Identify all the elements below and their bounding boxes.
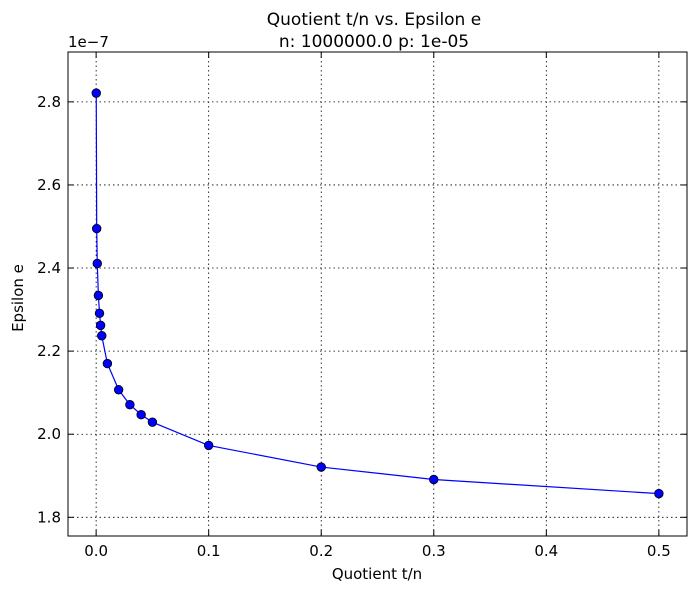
data-point xyxy=(125,400,135,410)
data-point xyxy=(94,308,105,319)
data-point xyxy=(654,488,664,499)
series-line xyxy=(95,93,659,495)
data-point xyxy=(147,417,158,427)
data-point xyxy=(91,88,101,98)
y-tick-label: 2.2 xyxy=(37,342,61,360)
data-point xyxy=(102,358,113,369)
x-tick-label: 0.0 xyxy=(84,542,108,560)
x-tick-label: 0.4 xyxy=(534,542,558,560)
data-point xyxy=(113,385,124,395)
data-point xyxy=(91,223,102,234)
data-point xyxy=(136,409,146,420)
y-tick-label: 2.8 xyxy=(37,93,61,111)
y-tick-label: 1.8 xyxy=(37,508,61,526)
chart-subtitle: n: 1000000.0 p: 1e-05 xyxy=(279,32,469,52)
y-tick-label: 2.4 xyxy=(37,259,61,277)
data-point xyxy=(97,331,107,341)
data-point xyxy=(93,290,104,301)
data-point xyxy=(95,320,106,331)
y-tick-label: 2.6 xyxy=(37,176,61,194)
data-point xyxy=(429,474,439,485)
x-axis-label: Quotient t/n xyxy=(332,565,422,583)
x-tick-label: 0.3 xyxy=(422,542,446,560)
y-scale-offset-label: 1e−7 xyxy=(68,33,109,51)
plot-frame xyxy=(67,51,688,537)
chart-title: Quotient t/n vs. Epsilon e xyxy=(267,10,481,30)
y-tick-label: 2.0 xyxy=(37,425,61,443)
x-tick-label: 0.5 xyxy=(647,542,671,560)
x-tick-label: 0.1 xyxy=(197,542,221,560)
data-point xyxy=(203,440,214,451)
y-axis-label: Epsilon e xyxy=(9,264,27,332)
axis-ticks: 0.0 0.1 0.2 0.3 0.4 0.5 1.8 2.0 2.2 2.4 2.6 2.8 xyxy=(37,52,687,560)
data-point xyxy=(316,462,326,472)
series-group xyxy=(91,88,664,499)
x-tick-label: 0.2 xyxy=(309,542,333,560)
data-point xyxy=(92,258,102,269)
